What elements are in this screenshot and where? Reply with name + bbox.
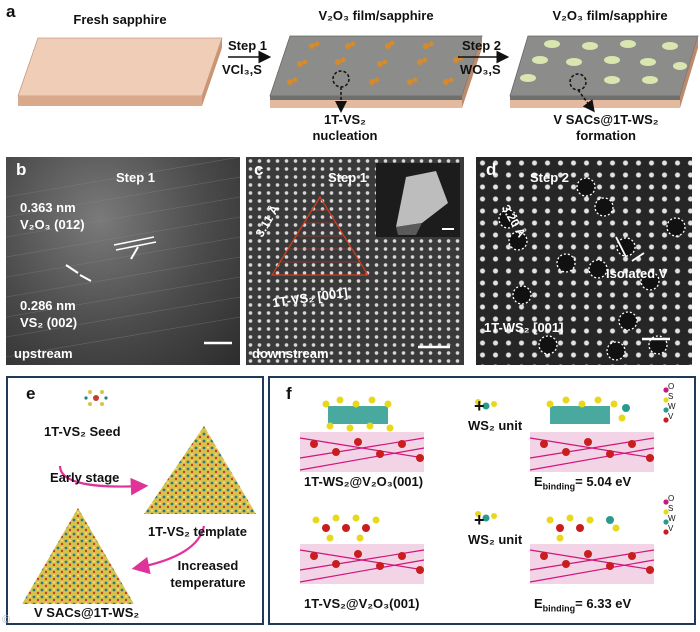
d-spacing-1-plane: V₂O₃ (012)	[20, 217, 85, 232]
plus-sign-2: +	[474, 510, 485, 530]
legend-w: W	[668, 402, 676, 411]
panel-e-frame	[6, 376, 264, 625]
stem-image-d	[476, 157, 692, 365]
ws2-unit-label-1: WS₂ unit	[468, 418, 523, 433]
film-title-2: V₂O₃ film/sapphire	[552, 8, 668, 23]
increased-label-1: Increased	[177, 558, 239, 573]
step1-reagent: VCl₃,S	[222, 62, 262, 77]
eb-value-2: = 6.33 eV	[575, 596, 632, 611]
panel-b-step: Step 1	[116, 170, 156, 185]
slab-struct-3	[299, 514, 425, 584]
increased-label-2: temperature	[170, 575, 246, 590]
film-title-1: V₂O₃ film/sapphire	[318, 8, 434, 23]
panel-f-label: f	[286, 384, 292, 403]
fresh-sapphire-title: Fresh sapphire	[73, 12, 167, 27]
panel-f-frame	[268, 376, 696, 625]
panel-a-schematic	[17, 35, 699, 113]
panel-f-structures	[299, 387, 669, 584]
eb-prefix-1: E	[534, 474, 543, 489]
d-spacing-2-plane: VS₂ (002)	[20, 315, 78, 330]
binding-energy-1: Ebinding= 5.04 eV	[534, 474, 631, 492]
final-product-label: V SACs@1T-WS₂	[34, 605, 140, 620]
formation-annot-2: formation	[576, 128, 636, 143]
legend-s: S	[668, 392, 674, 401]
panel-b-label: b	[16, 160, 27, 179]
step2-label: Step 2	[462, 38, 502, 53]
eb-sub-2: binding	[542, 603, 576, 614]
early-stage-label: Early stage	[50, 470, 120, 485]
binding-energy-2: Ebinding= 6.33 eV	[534, 596, 631, 614]
slab-struct-4	[529, 514, 655, 584]
ws2-unit-molecule-2	[475, 511, 497, 522]
d-spacing-1: 0.363 nm	[20, 200, 76, 215]
seed-label: 1T-VS₂ Seed	[44, 424, 121, 439]
legend-v-2: V	[668, 524, 674, 533]
panel-e-schematic	[22, 390, 256, 604]
panel-a-label: a	[6, 2, 16, 21]
eb-sub-1: binding	[542, 481, 576, 492]
region-upstream: upstream	[14, 346, 73, 361]
tem-image-b	[6, 157, 240, 365]
slab-struct-2	[529, 396, 655, 472]
step1-label: Step 1	[228, 38, 268, 53]
atom-legend-2: O S W V	[668, 494, 676, 534]
legend-o-2: O	[668, 494, 675, 503]
stem-overlay-d	[498, 177, 686, 361]
eb-value-1: = 5.04 eV	[575, 474, 632, 489]
nucleation-annot-2: nucleation	[312, 128, 378, 143]
atom-legend-dots-1	[663, 387, 669, 423]
seed-cluster	[84, 390, 108, 406]
legend-s-2: S	[668, 504, 674, 513]
template-label: 1T-VS₂ template	[148, 524, 247, 539]
slab-struct-1	[299, 396, 425, 472]
plus-sign-1: +	[474, 396, 485, 416]
formation-annot-1: V SACs@1T-WS₂	[553, 112, 659, 127]
film-slab-1	[269, 35, 483, 108]
ws2-unit-molecule-1	[475, 399, 497, 410]
panel-d-label: d	[486, 160, 497, 179]
stem-overlay	[270, 163, 460, 349]
region-downstream: downstream	[252, 346, 329, 361]
atom-legend-1: O S W V	[668, 382, 676, 422]
ws2-islands	[520, 40, 687, 84]
panel-d-zone: 1T-WS₂ [001]	[484, 320, 564, 335]
step2-reagent: WO₃,S	[460, 62, 501, 77]
panel-e-label: e	[26, 384, 36, 403]
nuclei-dots	[287, 40, 464, 85]
panel-c-label: c	[254, 160, 264, 179]
ws2-unit-label-2: WS₂ unit	[468, 532, 523, 547]
fresh-sapphire-slab	[17, 37, 223, 106]
nucleation-annot-1: 1T-VS₂	[324, 112, 366, 127]
stem-image-c	[246, 157, 464, 365]
legend-o: O	[668, 382, 675, 391]
struct-label-2: 1T-VS₂@V₂O₃(001)	[304, 596, 420, 611]
struct-label-1: 1T-WS₂@V₂O₃(001)	[304, 474, 424, 489]
panel-c-step: Step 1	[328, 170, 368, 185]
isolated-v-label: Isolated V	[606, 266, 668, 281]
atom-legend-dots-2	[663, 499, 669, 535]
panel-d-step: Step 2	[530, 170, 570, 185]
d-spacing-2: 0.286 nm	[20, 298, 76, 313]
legend-w-2: W	[668, 514, 676, 523]
eb-prefix-2: E	[534, 596, 543, 611]
watermark: ©	[2, 614, 11, 626]
tem-texture	[6, 157, 240, 358]
legend-v: V	[668, 412, 674, 421]
